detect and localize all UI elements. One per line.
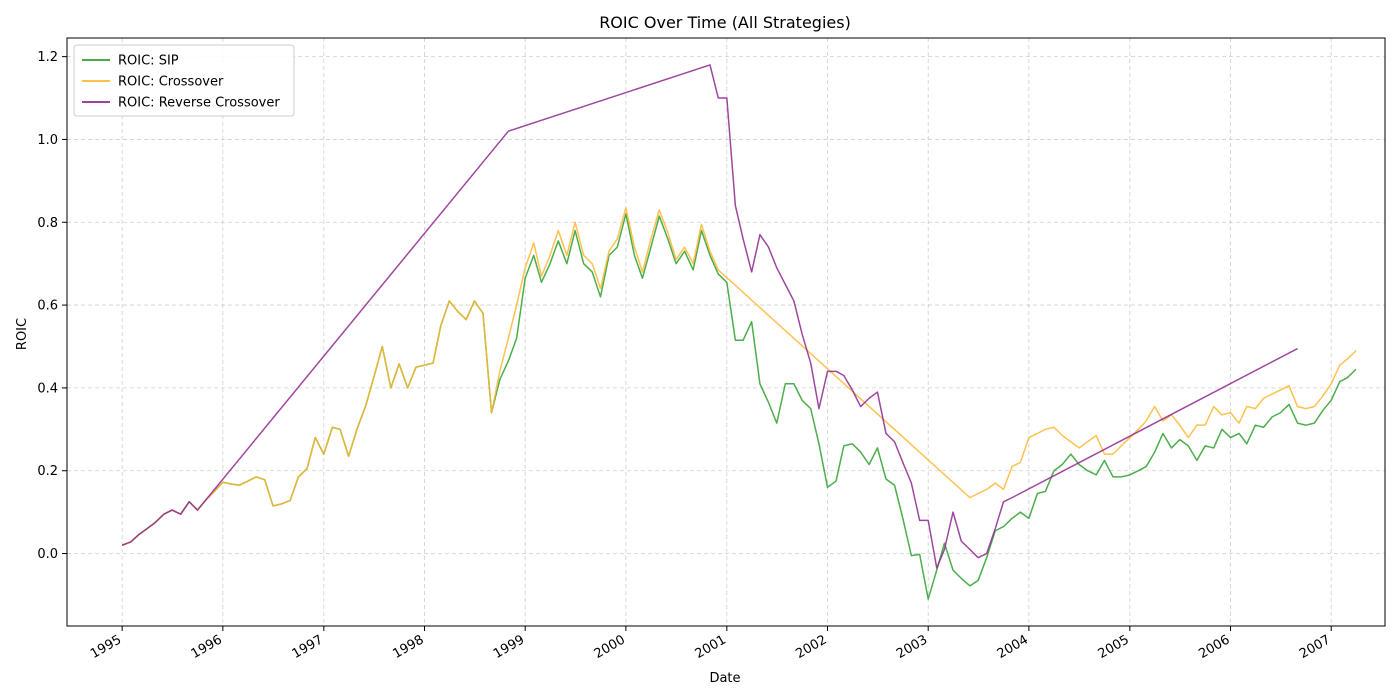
- legend-label-2: ROIC: Reverse Crossover: [118, 96, 280, 111]
- legend-label-1: ROIC: Crossover: [118, 75, 224, 90]
- series-line-1: [121, 207, 1357, 546]
- legend-box: [73, 44, 295, 117]
- series-line-2: [121, 64, 1298, 569]
- y-tick-label: 0.4: [37, 381, 58, 396]
- x-tick-label: 2007: [1297, 632, 1333, 662]
- x-tick-label: 1997: [290, 632, 326, 662]
- y-tick-label: 0.2: [37, 464, 58, 479]
- x-tick-label: 2001: [693, 632, 729, 662]
- x-tick-label: 2003: [894, 632, 930, 662]
- x-tick-label: 1996: [189, 632, 225, 662]
- x-tick-label: 1998: [390, 632, 426, 662]
- y-tick-label: 1.0: [37, 133, 58, 148]
- y-axis-label: ROIC: [15, 318, 30, 350]
- y-tick-label: 0.0: [37, 547, 58, 562]
- y-tick-label: 1.2: [37, 50, 58, 65]
- series-line-0: [121, 213, 1357, 600]
- axes: 1995 1996 1997 1998 1999 2000 2001 2002 2003 2004…: [37, 37, 1386, 662]
- x-axis-label: Date: [709, 671, 740, 686]
- y-tick-label: 0.8: [37, 216, 58, 231]
- x-tick-label: 2006: [1196, 632, 1232, 662]
- x-tick-label: 1995: [88, 632, 124, 662]
- plot-frame: [66, 37, 1386, 627]
- x-tick-label: 2005: [1096, 632, 1132, 662]
- x-tick-label: 2002: [793, 632, 829, 662]
- legend: ROIC: SIP ROIC: Crossover ROIC: Reverse Cr…: [73, 44, 295, 117]
- x-tick-label: 2000: [592, 632, 628, 662]
- y-tick-label: 0.6: [37, 299, 58, 314]
- grid: [67, 38, 1385, 626]
- chart-title: ROIC Over Time (All Strategies): [599, 13, 851, 32]
- series-lines: [121, 64, 1357, 600]
- x-tick-label: 2004: [995, 632, 1031, 662]
- legend-label-0: ROIC: SIP: [118, 54, 179, 69]
- x-tick-label: 1999: [491, 632, 527, 662]
